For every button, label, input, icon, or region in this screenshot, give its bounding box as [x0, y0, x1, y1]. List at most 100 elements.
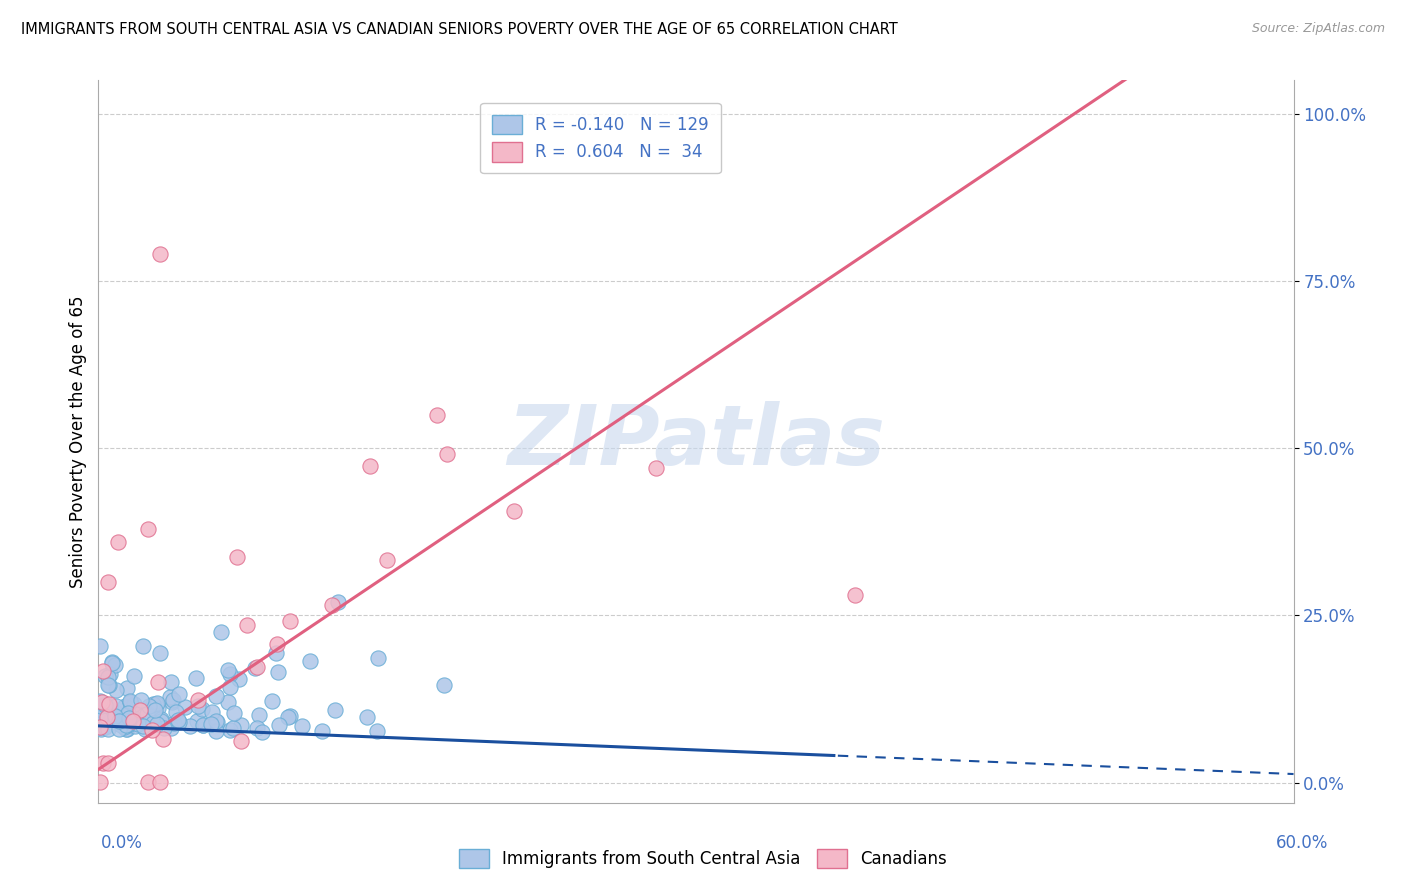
Point — [321, 598, 343, 612]
Point — [91, 756, 114, 771]
Point — [149, 247, 172, 261]
Point — [103, 714, 125, 728]
Point — [104, 709, 127, 723]
Text: Source: ZipAtlas.com: Source: ZipAtlas.com — [1251, 22, 1385, 36]
Point — [101, 656, 124, 670]
Point — [107, 706, 129, 721]
Point — [129, 693, 152, 707]
Point — [146, 701, 169, 715]
Point — [112, 721, 135, 735]
Point — [218, 680, 240, 694]
Point — [366, 724, 388, 739]
Point — [108, 722, 131, 736]
Point — [143, 703, 166, 717]
Point — [115, 722, 138, 736]
Point — [165, 705, 187, 719]
Point — [149, 775, 172, 789]
Point — [136, 521, 159, 535]
Point — [160, 695, 183, 709]
Point — [122, 669, 145, 683]
Point — [169, 714, 191, 729]
Point — [325, 704, 347, 718]
Point — [150, 712, 173, 726]
Point — [111, 716, 134, 731]
Point — [110, 717, 132, 731]
Point — [136, 707, 159, 722]
Point — [375, 553, 398, 567]
Point — [100, 712, 122, 726]
Point — [90, 698, 112, 713]
Point — [152, 731, 174, 746]
Point — [146, 696, 169, 710]
Point — [142, 716, 165, 731]
Point — [201, 705, 224, 719]
Point — [245, 661, 267, 675]
Point — [163, 716, 186, 731]
Point — [200, 716, 222, 731]
Point — [145, 698, 167, 712]
Point — [149, 714, 172, 728]
Point — [93, 698, 115, 713]
Point — [121, 714, 143, 728]
Point — [132, 639, 155, 653]
Point — [105, 698, 128, 713]
Point — [426, 408, 449, 422]
Point — [311, 723, 333, 738]
Point — [186, 714, 208, 728]
Point — [118, 711, 141, 725]
Text: 0.0%: 0.0% — [101, 834, 143, 852]
Point — [367, 651, 389, 665]
Point — [128, 703, 150, 717]
Point — [359, 458, 381, 473]
Point — [436, 447, 458, 461]
Point — [186, 671, 208, 685]
Point — [187, 693, 209, 707]
Point — [89, 720, 111, 734]
Point — [207, 714, 229, 729]
Point — [138, 698, 160, 713]
Point — [103, 712, 125, 726]
Point — [146, 716, 169, 731]
Point — [93, 669, 115, 683]
Point — [114, 718, 136, 732]
Point — [91, 715, 114, 730]
Point — [222, 721, 245, 735]
Point — [142, 697, 165, 711]
Point — [117, 681, 139, 695]
Point — [94, 697, 117, 711]
Point — [132, 719, 155, 733]
Point — [101, 713, 124, 727]
Point — [247, 708, 270, 723]
Point — [97, 756, 120, 770]
Point — [174, 699, 197, 714]
Point — [136, 775, 159, 789]
Point — [97, 701, 120, 715]
Point — [267, 717, 290, 731]
Point — [167, 687, 190, 701]
Point — [266, 637, 288, 651]
Point — [115, 716, 138, 731]
Point — [246, 660, 269, 674]
Y-axis label: Seniors Poverty Over the Age of 65: Seniors Poverty Over the Age of 65 — [69, 295, 87, 588]
Point — [277, 710, 299, 724]
Point — [219, 723, 242, 737]
Point — [146, 674, 169, 689]
Point — [96, 670, 118, 684]
Point — [89, 720, 111, 734]
Point — [209, 625, 232, 640]
Point — [356, 709, 378, 723]
Point — [160, 721, 183, 735]
Point — [122, 698, 145, 712]
Point — [217, 663, 239, 677]
Point — [91, 713, 114, 727]
Point — [191, 718, 214, 732]
Point — [205, 714, 228, 728]
Point — [117, 718, 139, 732]
Point — [90, 722, 112, 736]
Point — [97, 575, 120, 590]
Point — [298, 654, 321, 668]
Point — [96, 710, 118, 724]
Point — [98, 697, 121, 711]
Point — [125, 706, 148, 721]
Point — [187, 699, 209, 714]
